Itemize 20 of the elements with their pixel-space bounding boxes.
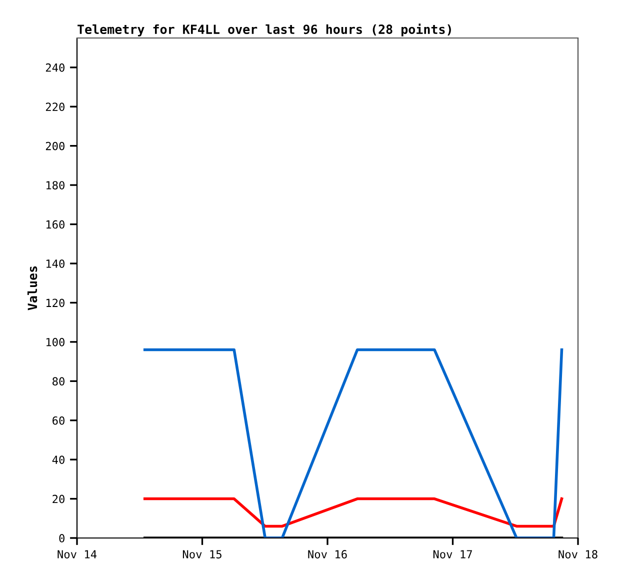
y-tick-label: 140 <box>46 259 64 268</box>
x-tick-label: Nov 14 <box>58 550 97 558</box>
x-tick-label: Nov 18 <box>558 550 598 558</box>
x-tick-label: Nov 15 <box>182 550 222 558</box>
y-tick-label: 240 <box>46 63 64 72</box>
y-tick-label: 180 <box>46 181 64 190</box>
y-tick-label: 0 <box>59 534 64 542</box>
y-axis-title: Values <box>27 266 38 310</box>
y-tick-label: 220 <box>46 102 64 112</box>
y-tick-label: 80 <box>52 377 64 386</box>
y-tick-label: 160 <box>46 220 64 229</box>
x-tick-label: Nov 17 <box>433 550 472 558</box>
y-tick-label: 60 <box>52 416 64 425</box>
chart-title: Telemetry for KF4LL over last 96 hours (28 points) <box>78 24 451 36</box>
y-tick-label: 200 <box>46 142 64 150</box>
y-tick-label: 100 <box>46 338 64 346</box>
y-tick-label: 40 <box>52 456 64 464</box>
y-tick-label: 120 <box>46 298 64 308</box>
x-tick-label: Nov 16 <box>308 550 347 558</box>
y-tick-label: 20 <box>52 494 64 504</box>
